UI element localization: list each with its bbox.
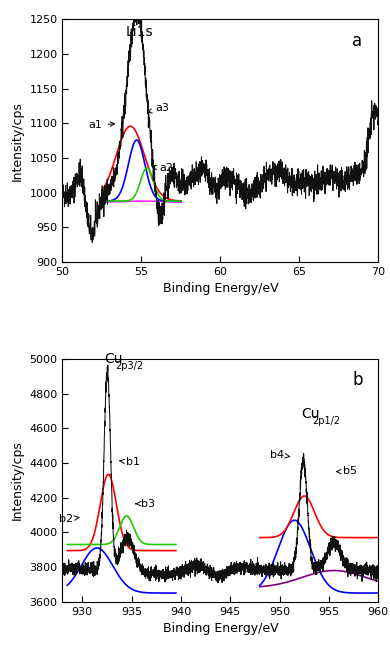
Text: b5: b5 <box>337 466 357 476</box>
Text: Cu: Cu <box>104 352 122 366</box>
Text: b: b <box>352 371 363 389</box>
Text: a: a <box>353 32 363 50</box>
Text: b2: b2 <box>59 514 79 524</box>
Text: Li1s: Li1s <box>125 25 153 39</box>
Text: b3: b3 <box>136 499 155 509</box>
Text: a2: a2 <box>152 164 174 173</box>
Y-axis label: Intensity/cps: Intensity/cps <box>11 441 24 520</box>
X-axis label: Binding Energy/eV: Binding Energy/eV <box>163 622 278 635</box>
Text: 2p1/2: 2p1/2 <box>313 416 341 426</box>
Y-axis label: Intensity/cps: Intensity/cps <box>11 101 24 181</box>
Text: a3: a3 <box>147 103 170 113</box>
Text: Cu: Cu <box>301 406 320 421</box>
Text: a1: a1 <box>89 120 115 131</box>
X-axis label: Binding Energy/eV: Binding Energy/eV <box>163 283 278 296</box>
Text: b1: b1 <box>120 457 140 467</box>
Text: b4: b4 <box>270 450 290 460</box>
Text: 2p3/2: 2p3/2 <box>115 361 144 371</box>
